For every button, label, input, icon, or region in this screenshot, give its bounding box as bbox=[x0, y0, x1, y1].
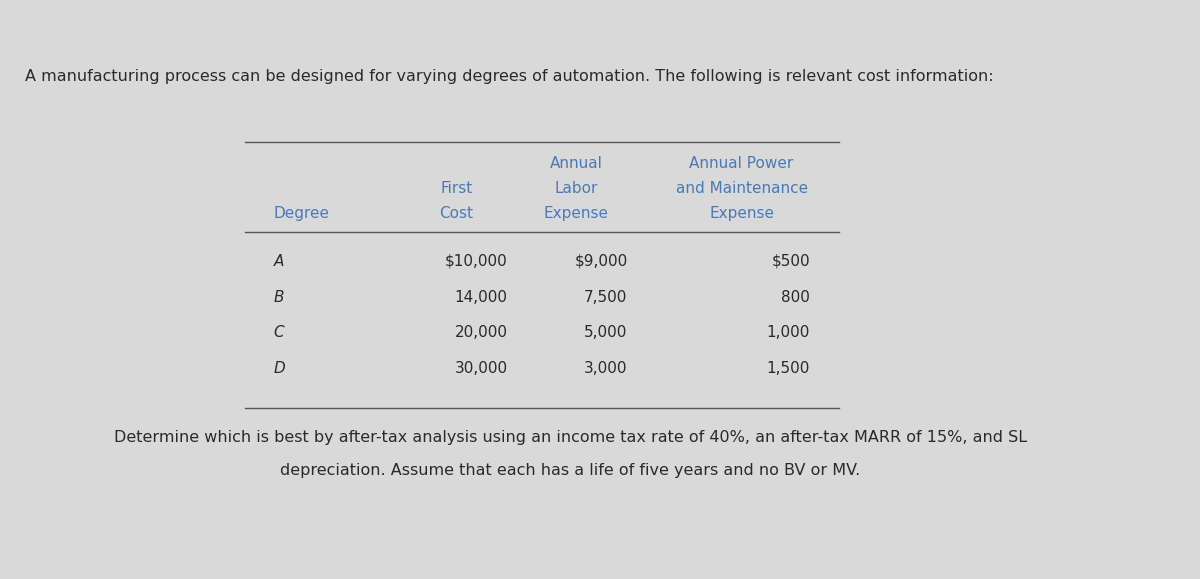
Text: Annual: Annual bbox=[550, 156, 602, 171]
Text: Annual Power: Annual Power bbox=[690, 156, 793, 171]
Text: 30,000: 30,000 bbox=[455, 361, 508, 376]
Text: 7,500: 7,500 bbox=[584, 290, 628, 305]
Text: depreciation. Assume that each has a life of five years and no BV or MV.: depreciation. Assume that each has a lif… bbox=[281, 463, 860, 478]
Text: C: C bbox=[274, 325, 284, 340]
Text: 1,500: 1,500 bbox=[767, 361, 810, 376]
Text: 5,000: 5,000 bbox=[584, 325, 628, 340]
Text: Degree: Degree bbox=[274, 206, 330, 221]
Text: 20,000: 20,000 bbox=[455, 325, 508, 340]
Text: Determine which is best by after-tax analysis using an income tax rate of 40%, a: Determine which is best by after-tax ana… bbox=[114, 430, 1027, 445]
Text: D: D bbox=[274, 361, 286, 376]
Text: and Maintenance: and Maintenance bbox=[676, 181, 808, 196]
Text: $10,000: $10,000 bbox=[445, 254, 508, 269]
Text: 14,000: 14,000 bbox=[455, 290, 508, 305]
Text: Expense: Expense bbox=[544, 206, 608, 221]
Text: $9,000: $9,000 bbox=[575, 254, 628, 269]
Text: First: First bbox=[440, 181, 473, 196]
Text: Labor: Labor bbox=[554, 181, 598, 196]
Text: A: A bbox=[274, 254, 284, 269]
Text: B: B bbox=[274, 290, 284, 305]
Text: A manufacturing process can be designed for varying degrees of automation. The f: A manufacturing process can be designed … bbox=[25, 69, 994, 85]
Text: Cost: Cost bbox=[439, 206, 473, 221]
Text: 1,000: 1,000 bbox=[767, 325, 810, 340]
Text: 800: 800 bbox=[781, 290, 810, 305]
Text: Expense: Expense bbox=[709, 206, 774, 221]
Text: 3,000: 3,000 bbox=[584, 361, 628, 376]
Text: $500: $500 bbox=[772, 254, 810, 269]
